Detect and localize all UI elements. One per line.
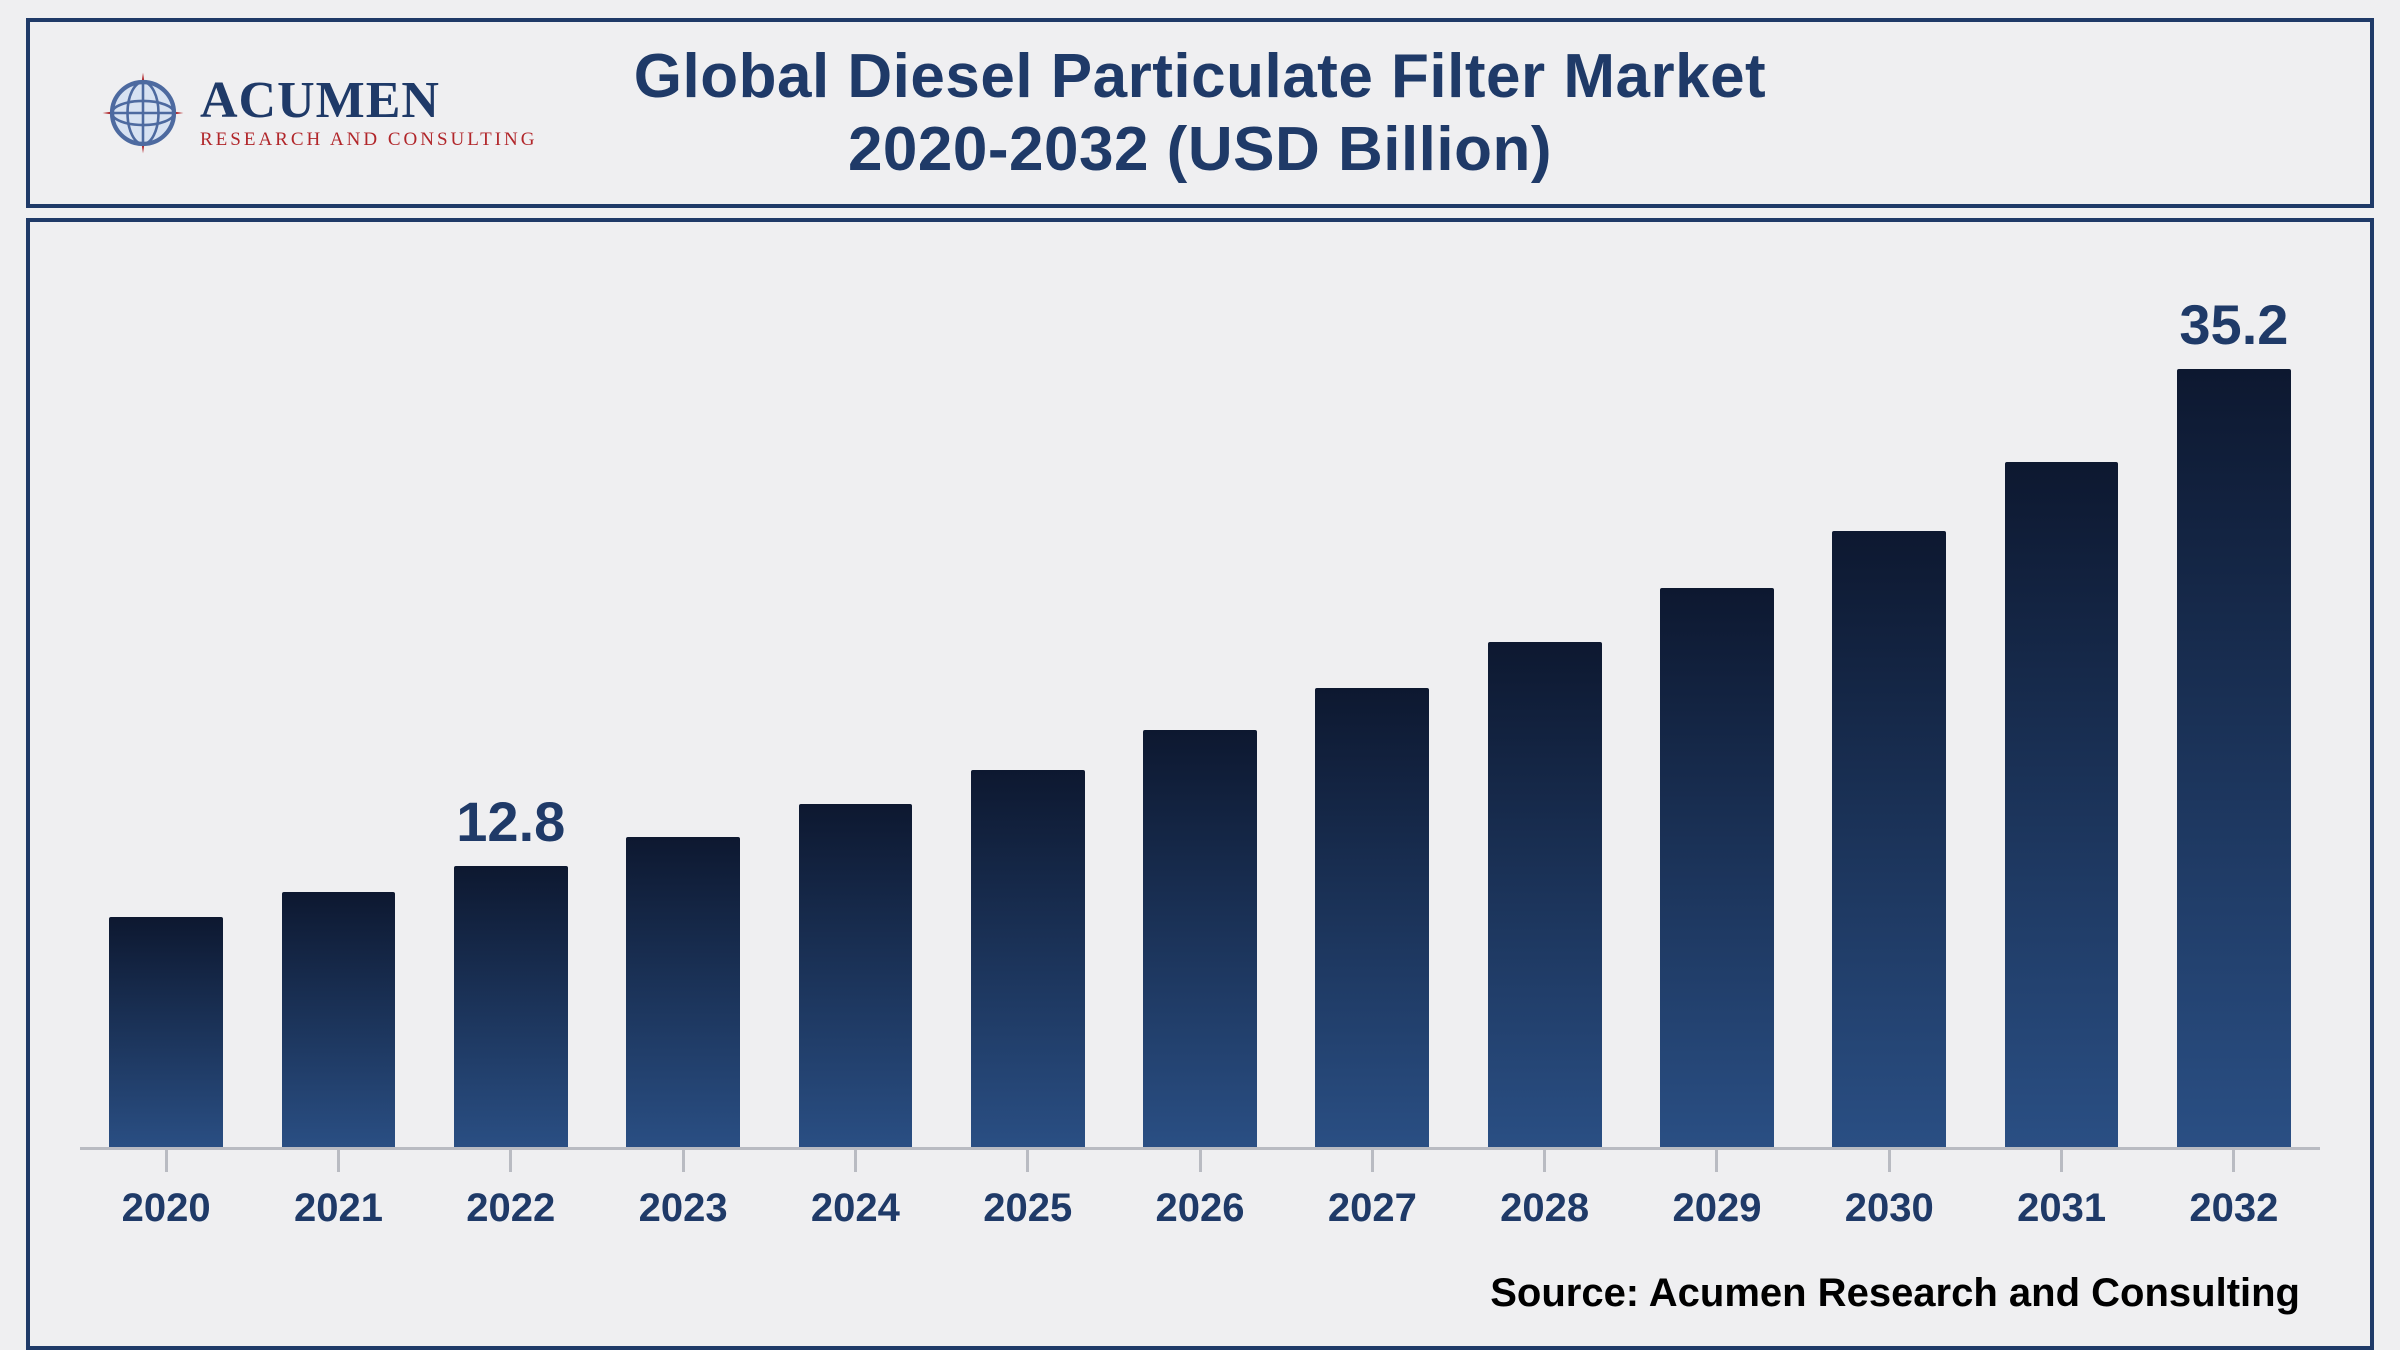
x-tick-label: 2026 — [1156, 1186, 1245, 1231]
bar-value-label: 35.2 — [2179, 292, 2288, 357]
logo-brand: ACUMEN — [200, 75, 538, 127]
tick-mark — [1026, 1150, 1029, 1172]
bar — [1488, 642, 1602, 1150]
x-tick: 2031 — [1975, 1150, 2147, 1231]
x-tick: 2022 — [425, 1150, 597, 1231]
bar-slot — [942, 262, 1114, 1150]
bar — [2177, 369, 2291, 1150]
x-tick-label: 2031 — [2017, 1186, 2106, 1231]
tick-mark — [509, 1150, 512, 1172]
logo-text: ACUMEN RESEARCH AND CONSULTING — [200, 75, 538, 151]
bar-slot: 35.2 — [2148, 262, 2320, 1150]
chart-panel: 12.835.2 2020202120222023202420252026202… — [26, 218, 2374, 1350]
bar — [799, 804, 913, 1150]
x-tick: 2024 — [769, 1150, 941, 1231]
x-tick-label: 2023 — [639, 1186, 728, 1231]
x-tick-label: 2028 — [1500, 1186, 1589, 1231]
x-axis-baseline — [80, 1147, 2320, 1150]
x-tick-label: 2024 — [811, 1186, 900, 1231]
source-attribution: Source: Acumen Research and Consulting — [70, 1271, 2300, 1316]
bar — [626, 837, 740, 1150]
bar — [1315, 688, 1429, 1150]
tick-mark — [1199, 1150, 1202, 1172]
bar-slot — [1975, 262, 2147, 1150]
bar-slot — [769, 262, 941, 1150]
x-tick: 2032 — [2148, 1150, 2320, 1231]
bar — [109, 917, 223, 1150]
bars-row: 12.8 35.2 — [80, 262, 2320, 1150]
tick-mark — [1371, 1150, 1374, 1172]
x-tick-label: 2025 — [983, 1186, 1072, 1231]
tick-mark — [165, 1150, 168, 1172]
tick-mark — [1888, 1150, 1891, 1172]
x-tick: 2027 — [1286, 1150, 1458, 1231]
tick-mark — [854, 1150, 857, 1172]
bar — [282, 892, 396, 1150]
x-tick-label: 2022 — [466, 1186, 555, 1231]
plot-area: 12.8 35.2 — [80, 262, 2320, 1150]
x-tick: 2026 — [1114, 1150, 1286, 1231]
x-tick-label: 2027 — [1328, 1186, 1417, 1231]
x-tick: 2030 — [1803, 1150, 1975, 1231]
x-tick-label: 2029 — [1672, 1186, 1761, 1231]
x-tick: 2023 — [597, 1150, 769, 1231]
bar-slot — [1286, 262, 1458, 1150]
bar-slot: 12.8 — [425, 262, 597, 1150]
bar-slot — [80, 262, 252, 1150]
x-tick-label: 2020 — [122, 1186, 211, 1231]
tick-mark — [1715, 1150, 1718, 1172]
x-tick: 2025 — [942, 1150, 1114, 1231]
header-panel: ACUMEN RESEARCH AND CONSULTING Global Di… — [26, 18, 2374, 208]
bar-slot — [1114, 262, 1286, 1150]
x-tick: 2020 — [80, 1150, 252, 1231]
globe-icon — [100, 70, 186, 156]
tick-mark — [682, 1150, 685, 1172]
x-ticks-row: 2020 2021 2022 2023 2024 2025 2026 2027 2028 2029… — [80, 1150, 2320, 1231]
bar-slot — [1631, 262, 1803, 1150]
bar — [2005, 462, 2119, 1150]
tick-mark — [2060, 1150, 2063, 1172]
bar — [1143, 730, 1257, 1150]
x-tick-label: 2030 — [1845, 1186, 1934, 1231]
x-tick: 2028 — [1459, 1150, 1631, 1231]
bar — [1832, 531, 1946, 1150]
bar-value-label: 12.8 — [456, 789, 565, 854]
bar — [1660, 588, 1774, 1150]
x-tick: 2021 — [252, 1150, 424, 1231]
logo: ACUMEN RESEARCH AND CONSULTING — [100, 70, 538, 156]
tick-mark — [1543, 1150, 1546, 1172]
logo-subtitle: RESEARCH AND CONSULTING — [200, 129, 538, 151]
bar-slot — [252, 262, 424, 1150]
x-tick-label: 2021 — [294, 1186, 383, 1231]
x-tick: 2029 — [1631, 1150, 1803, 1231]
x-tick-label: 2032 — [2189, 1186, 2278, 1231]
bar — [971, 770, 1085, 1150]
bar — [454, 866, 568, 1150]
bar-slot — [597, 262, 769, 1150]
bar-slot — [1803, 262, 1975, 1150]
tick-mark — [2232, 1150, 2235, 1172]
tick-mark — [337, 1150, 340, 1172]
bar-slot — [1459, 262, 1631, 1150]
